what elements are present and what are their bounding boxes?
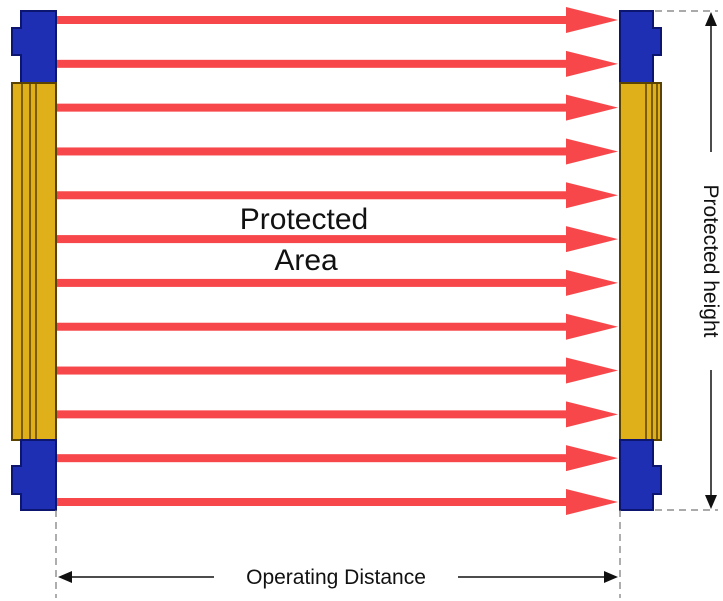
beam-shaft <box>57 366 571 375</box>
beam-shaft <box>57 278 571 287</box>
receiver-strip <box>619 82 662 441</box>
emitter-top-cap <box>11 10 57 84</box>
beam-arrowhead <box>566 313 618 340</box>
beam-shaft <box>57 454 571 463</box>
beam-shaft <box>57 147 571 156</box>
protected-height-label: Protected height <box>699 185 722 338</box>
receiver-column <box>619 10 662 511</box>
beam-shaft <box>57 59 571 68</box>
beam-arrowhead <box>566 138 618 165</box>
beam-shaft <box>57 191 571 200</box>
beam-arrowhead <box>566 357 618 384</box>
beam-arrowhead <box>566 445 618 472</box>
receiver-top-cap <box>619 10 662 84</box>
beam-group <box>57 7 618 515</box>
operating-distance-label: Operating Distance <box>246 566 426 589</box>
arrowhead-left <box>58 571 72 583</box>
protected-height-dimension: Protected height <box>699 12 722 509</box>
beam-shaft <box>57 410 571 419</box>
beam-shaft <box>57 103 571 112</box>
beam-shaft <box>57 16 571 24</box>
protected-area-label-line2: Area <box>274 244 338 277</box>
protected-area-label-line1: Protected <box>240 203 368 236</box>
arrowhead-top <box>705 12 717 26</box>
beam-arrowhead <box>566 182 618 209</box>
beam-arrowhead <box>566 50 618 77</box>
emitter-bottom-cap <box>11 439 57 511</box>
beam-shaft <box>57 235 571 244</box>
arrowhead-right <box>604 571 618 583</box>
beam-arrowhead <box>566 269 618 296</box>
beam-arrowhead <box>566 401 618 428</box>
beam-arrowhead <box>566 7 618 33</box>
beam-arrowhead <box>566 94 618 121</box>
beam-shaft <box>57 322 571 331</box>
receiver-bottom-cap <box>619 439 662 511</box>
arrowhead-bottom <box>705 495 717 509</box>
beam-arrowhead <box>566 489 618 515</box>
operating-distance-dimension: Operating Distance <box>58 566 618 589</box>
beam-arrowhead <box>566 226 618 253</box>
emitter-column <box>11 10 57 511</box>
beam-shaft <box>57 498 571 506</box>
emitter-strip <box>11 82 57 441</box>
